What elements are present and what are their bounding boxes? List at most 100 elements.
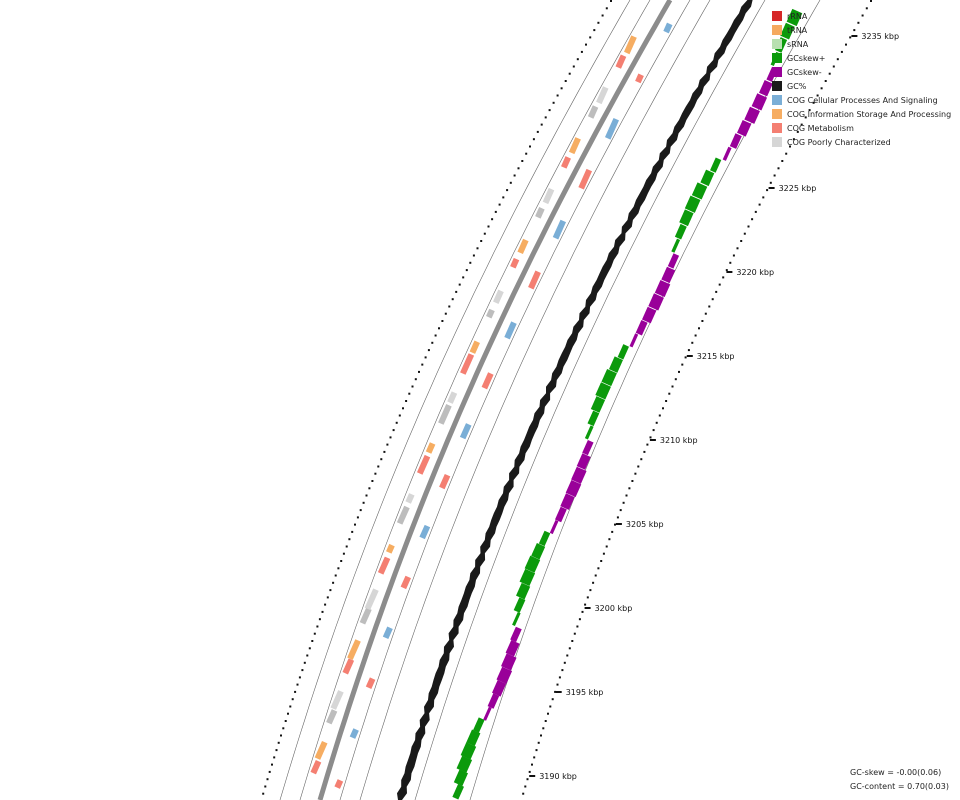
scale-dot — [698, 327, 700, 330]
skew-negative — [751, 93, 768, 111]
gene-arrow — [481, 372, 494, 390]
scale-dot — [601, 14, 604, 17]
scale-dot — [619, 509, 622, 512]
scale-dot — [405, 400, 408, 402]
scale-dot — [573, 632, 576, 635]
scale-dot — [540, 734, 542, 737]
legend-label: COG Cellular Processes And Signaling — [787, 95, 938, 105]
legend-swatch — [772, 137, 782, 147]
scale-dot — [649, 436, 652, 439]
legend-label: rRNA — [787, 11, 808, 21]
skew-positive — [691, 182, 708, 200]
scale-dot — [359, 509, 362, 512]
skew-negative — [722, 146, 732, 161]
skew-negative — [505, 640, 520, 657]
scale-dot — [398, 414, 401, 417]
scale-dot — [674, 378, 677, 381]
scale-dot — [655, 421, 658, 424]
skew-negative — [648, 293, 664, 311]
scale-dot — [561, 669, 564, 672]
gene-arrow — [596, 86, 609, 105]
scale-dot — [820, 87, 823, 90]
scale-dot — [870, 0, 872, 2]
scale-dot — [476, 247, 479, 250]
scale-dot — [334, 574, 337, 577]
tick-label-3235: 3235 kbp — [861, 32, 899, 41]
scale-dot — [374, 472, 377, 475]
gene-arrow — [310, 760, 322, 775]
scale-dot — [816, 94, 819, 97]
scale-dot — [411, 385, 414, 388]
gene-arrow — [568, 137, 581, 155]
legend-label: GC% — [787, 81, 807, 91]
gene-arrow — [578, 168, 593, 190]
scale-dot — [597, 21, 600, 24]
scale-dot — [386, 443, 389, 446]
scale-dot — [789, 145, 791, 148]
scale-dot — [773, 174, 776, 177]
scale-dot — [568, 72, 571, 75]
scale-dot — [313, 632, 316, 635]
scale-dot — [658, 414, 661, 417]
scale-dot — [608, 538, 611, 541]
skew-negative — [729, 133, 742, 149]
scale-dot — [544, 116, 547, 119]
scale-dot — [296, 683, 299, 686]
scale-dot — [509, 181, 512, 184]
skew-negative — [642, 306, 657, 324]
scale-dot — [427, 349, 430, 352]
skew-positive — [460, 742, 477, 760]
scale-dot — [525, 152, 528, 155]
skew-positive — [684, 195, 701, 213]
gene-arrow — [552, 219, 567, 240]
scale-dot — [581, 610, 584, 613]
ring-line — [414, 0, 766, 800]
tick-label-3215: 3215 kbp — [697, 352, 735, 361]
scale-dot — [448, 305, 451, 308]
scale-dot — [600, 560, 603, 562]
scale-dot — [576, 58, 579, 61]
scale-dot — [594, 574, 597, 577]
scale-dot — [732, 254, 735, 257]
skew-positive — [524, 555, 541, 573]
scale-dot — [832, 65, 835, 68]
skew-positive — [595, 382, 611, 400]
gene-arrow — [425, 442, 436, 454]
legend-item-gcskew-neg: GCskew- — [772, 65, 951, 79]
scale-dot — [308, 647, 311, 650]
scale-dot — [298, 676, 301, 679]
gene-arrow — [405, 493, 415, 504]
skew-negative — [560, 493, 575, 510]
scale-dot — [625, 494, 628, 497]
scale-dot — [691, 341, 694, 344]
skew-positive — [679, 209, 694, 227]
legend-item-cog-information: COG Information Storage And Processing — [772, 107, 951, 121]
scale-dot — [708, 305, 711, 308]
gene-arrow — [587, 105, 599, 119]
scale-dot — [408, 392, 411, 395]
scale-dot — [414, 378, 417, 381]
scale-dot — [646, 443, 649, 446]
scale-dot — [421, 363, 424, 366]
scale-dot — [513, 174, 516, 177]
legend-swatch — [772, 67, 782, 77]
legend-label: GCskew+ — [787, 53, 826, 63]
skew-positive — [590, 396, 606, 413]
scale-dot — [303, 661, 306, 664]
scale-dot — [549, 705, 552, 708]
scale-dot — [592, 581, 595, 584]
scale-dot — [434, 334, 437, 337]
scale-dot — [340, 560, 343, 562]
scale-dot — [758, 203, 761, 206]
gc-skew-stat: GC-skew = -0.00(0.06) — [850, 768, 942, 777]
legend-label: tRNA — [787, 25, 808, 35]
scale-dot — [438, 327, 440, 330]
gene-arrow — [517, 238, 529, 255]
scale-dot — [796, 130, 799, 133]
scale-dot — [280, 734, 282, 737]
scale-dot — [725, 269, 728, 272]
scale-dot — [458, 283, 461, 286]
scale-dot — [377, 465, 380, 468]
gene-arrow — [386, 543, 395, 554]
legend-item-cog-cellular: COG Cellular Processes And Signaling — [772, 93, 951, 107]
